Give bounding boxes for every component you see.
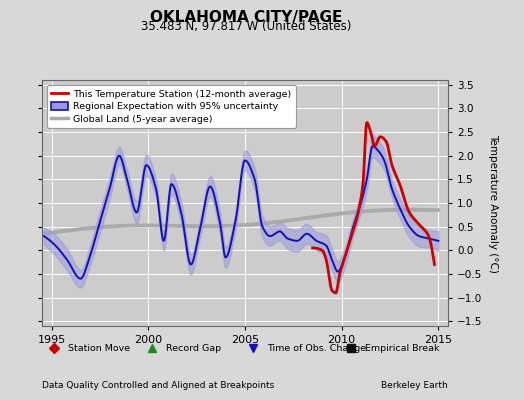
Y-axis label: Temperature Anomaly (°C): Temperature Anomaly (°C): [488, 134, 498, 272]
Text: Berkeley Earth: Berkeley Earth: [381, 381, 448, 390]
Legend: This Temperature Station (12-month average), Regional Expectation with 95% uncer: This Temperature Station (12-month avera…: [47, 85, 296, 128]
Text: Data Quality Controlled and Aligned at Breakpoints: Data Quality Controlled and Aligned at B…: [42, 381, 274, 390]
Text: Empirical Break: Empirical Break: [365, 344, 439, 353]
Text: OKLAHOMA CITY/PAGE: OKLAHOMA CITY/PAGE: [150, 10, 343, 25]
Text: Time of Obs. Change: Time of Obs. Change: [267, 344, 366, 353]
Text: 35.483 N, 97.817 W (United States): 35.483 N, 97.817 W (United States): [141, 20, 352, 33]
Text: Station Move: Station Move: [68, 344, 130, 353]
Text: Record Gap: Record Gap: [166, 344, 221, 353]
